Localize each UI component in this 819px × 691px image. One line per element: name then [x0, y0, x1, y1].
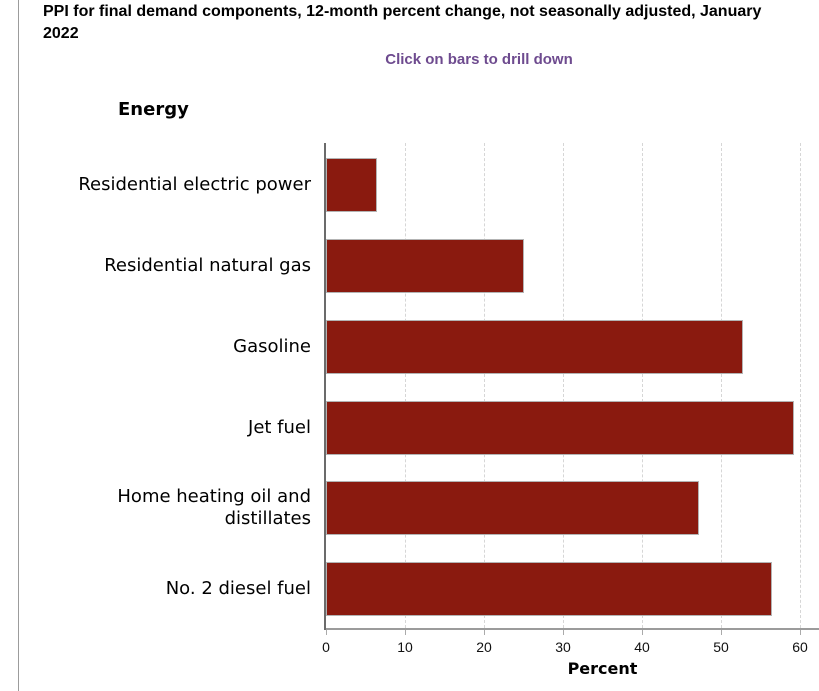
- x-tick-label-40: 40: [634, 639, 650, 655]
- x-tick-label-20: 20: [476, 639, 492, 655]
- bar-residential-natural-gas[interactable]: [326, 238, 524, 293]
- category-label-jet-fuel: Jet fuel: [248, 416, 311, 438]
- chart-title: PPI for final demand components, 12-mont…: [43, 1, 761, 45]
- x-tick-label-0: 0: [322, 639, 330, 655]
- chart-subtitle: Click on bars to drill down: [385, 51, 573, 68]
- category-label-gasoline: Gasoline: [233, 335, 311, 357]
- panel-left-border: [18, 0, 19, 691]
- y-axis-line: [324, 143, 326, 630]
- bar-home-heating-oil-and-distillates[interactable]: [326, 481, 699, 536]
- plot-area: Percent Residential electric power Reside…: [78, 143, 819, 678]
- bar-residential-electric-power[interactable]: [326, 158, 378, 212]
- category-label-home-heating-oil-and-distillates: Home heating oil and distillates: [117, 486, 311, 530]
- group-label-energy: Energy: [118, 99, 189, 120]
- x-tick-10: [405, 630, 406, 635]
- x-tick-20: [484, 630, 485, 635]
- bar-no-2-diesel-fuel[interactable]: [326, 562, 772, 617]
- gridline-60: [800, 143, 801, 628]
- x-axis-title: Percent: [567, 659, 638, 678]
- gridline-30: [563, 143, 564, 628]
- x-tick-40: [642, 630, 643, 635]
- x-tick-label-30: 30: [555, 639, 571, 655]
- category-label-residential-natural-gas: Residential natural gas: [104, 254, 311, 276]
- x-tick-label-60: 60: [792, 639, 808, 655]
- x-tick-60: [800, 630, 801, 635]
- chart-title-line2: 2022: [43, 25, 79, 42]
- chart-title-line1: PPI for final demand components, 12-mont…: [43, 3, 762, 20]
- gridline-10: [405, 143, 406, 628]
- gridline-20: [484, 143, 485, 628]
- x-tick-0: [326, 630, 327, 635]
- x-tick-label-10: 10: [397, 639, 413, 655]
- x-tick-30: [563, 630, 564, 635]
- gridline-50: [721, 143, 722, 628]
- category-label-residential-electric-power: Residential electric power: [78, 174, 311, 195]
- gridline-40: [642, 143, 643, 628]
- bar-jet-fuel[interactable]: [326, 400, 794, 455]
- category-label-no-2-diesel-fuel: No. 2 diesel fuel: [165, 578, 311, 600]
- ppi-bar-chart: PPI for final demand components, 12-mont…: [19, 0, 819, 691]
- x-tick-50: [721, 630, 722, 635]
- x-tick-label-50: 50: [713, 639, 729, 655]
- bar-gasoline[interactable]: [326, 319, 744, 374]
